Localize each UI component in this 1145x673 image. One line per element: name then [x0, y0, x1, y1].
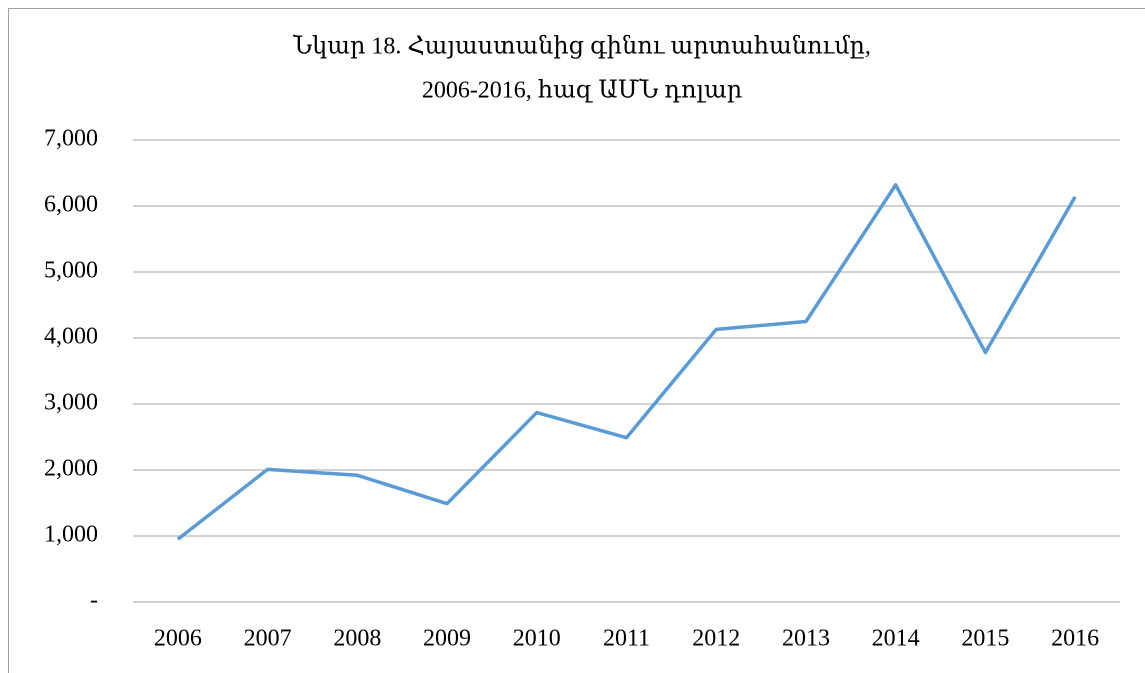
chart-border	[8, 8, 1145, 673]
title-line: 2006-2016, հազ ԱՄՆ դոլար	[422, 78, 742, 104]
x-tick-label: 2008	[333, 626, 381, 652]
x-tick-label: 2010	[513, 626, 561, 652]
x-tick-label: 2014	[872, 626, 920, 652]
y-tick-label: 6,000	[44, 192, 98, 218]
line	[176, 183, 1077, 541]
y-tick-label: 4,000	[44, 324, 98, 350]
y-tick-label: 1,000	[44, 522, 98, 548]
chart-title: Նկար 18. Հայաստանից գինու արտահանումը, 20…	[292, 34, 871, 104]
x-tick-label: 2016	[1051, 626, 1099, 652]
x-tick-label: 2007	[244, 626, 292, 652]
y-tick-label: 2,000	[44, 456, 98, 482]
title-line: Նկար 18. Հայաստանից գինու արտահանումը,	[292, 34, 871, 60]
x-tick-label: 2011	[603, 626, 650, 652]
y-tick-label: 7,000	[44, 126, 98, 152]
x-tick-label: 2006	[154, 626, 202, 652]
y-tick-label: -	[90, 588, 98, 614]
x-tick-label: 2012	[692, 626, 740, 652]
y-tick-label: 5,000	[44, 258, 98, 284]
x-tick-label: 2013	[782, 626, 830, 652]
x-tick-label: 2015	[961, 626, 1009, 652]
y-tick-label: 3,000	[44, 390, 98, 416]
x-tick-label: 2009	[423, 626, 471, 652]
